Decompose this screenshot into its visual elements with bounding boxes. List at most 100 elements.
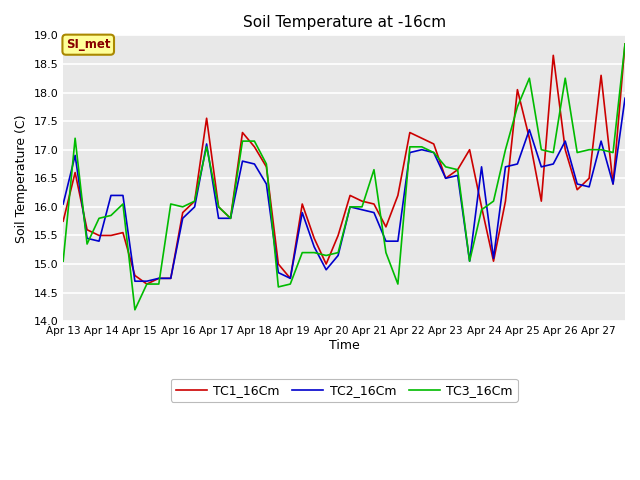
TC1_16Cm <box>262 164 270 170</box>
TC2_16Cm <box>430 150 438 156</box>
TC3_16Cm <box>466 258 474 264</box>
TC2_16Cm <box>490 255 497 261</box>
TC1_16Cm <box>131 273 139 278</box>
TC3_16Cm <box>609 150 617 156</box>
TC2_16Cm <box>382 238 390 244</box>
TC3_16Cm <box>262 161 270 167</box>
TC2_16Cm <box>310 244 318 250</box>
TC1_16Cm <box>382 224 390 230</box>
TC2_16Cm <box>346 204 354 210</box>
TC2_16Cm <box>549 161 557 167</box>
TC3_16Cm <box>382 250 390 255</box>
TC2_16Cm <box>167 276 175 281</box>
TC1_16Cm <box>203 115 211 121</box>
TC1_16Cm <box>454 167 461 173</box>
TC2_16Cm <box>239 158 246 164</box>
TC3_16Cm <box>83 241 91 247</box>
Y-axis label: Soil Temperature (C): Soil Temperature (C) <box>15 114 28 242</box>
TC3_16Cm <box>561 75 569 81</box>
X-axis label: Time: Time <box>329 339 360 352</box>
TC3_16Cm <box>586 147 593 153</box>
TC3_16Cm <box>323 252 330 258</box>
TC3_16Cm <box>358 204 366 210</box>
TC1_16Cm <box>71 169 79 175</box>
TC1_16Cm <box>561 147 569 153</box>
TC2_16Cm <box>466 258 474 264</box>
TC3_16Cm <box>143 281 150 287</box>
TC3_16Cm <box>430 150 438 156</box>
TC1_16Cm <box>609 181 617 187</box>
TC2_16Cm <box>573 181 581 187</box>
TC1_16Cm <box>215 204 223 210</box>
TC3_16Cm <box>239 138 246 144</box>
TC1_16Cm <box>287 276 294 281</box>
TC2_16Cm <box>418 147 426 153</box>
TC3_16Cm <box>442 164 449 170</box>
TC2_16Cm <box>227 216 234 221</box>
TC3_16Cm <box>490 198 497 204</box>
TC1_16Cm <box>60 218 67 224</box>
TC3_16Cm <box>346 204 354 210</box>
TC3_16Cm <box>406 144 413 150</box>
TC1_16Cm <box>119 230 127 236</box>
Line: TC2_16Cm: TC2_16Cm <box>63 98 625 281</box>
TC1_16Cm <box>394 192 402 198</box>
TC2_16Cm <box>525 127 533 132</box>
TC3_16Cm <box>155 281 163 287</box>
TC2_16Cm <box>60 201 67 207</box>
TC3_16Cm <box>513 104 521 110</box>
TC1_16Cm <box>334 233 342 239</box>
TC2_16Cm <box>251 161 259 167</box>
TC2_16Cm <box>477 164 485 170</box>
Title: Soil Temperature at -16cm: Soil Temperature at -16cm <box>243 15 445 30</box>
Line: TC3_16Cm: TC3_16Cm <box>63 44 625 310</box>
TC1_16Cm <box>549 52 557 58</box>
TC3_16Cm <box>477 207 485 213</box>
TC1_16Cm <box>167 276 175 281</box>
TC1_16Cm <box>430 141 438 147</box>
TC3_16Cm <box>275 284 282 290</box>
TC1_16Cm <box>346 192 354 198</box>
TC3_16Cm <box>370 167 378 173</box>
TC3_16Cm <box>525 75 533 81</box>
TC3_16Cm <box>227 216 234 221</box>
TC1_16Cm <box>227 216 234 221</box>
TC1_16Cm <box>310 235 318 241</box>
TC2_16Cm <box>442 175 449 181</box>
TC2_16Cm <box>155 276 163 281</box>
TC2_16Cm <box>143 278 150 284</box>
TC1_16Cm <box>323 261 330 267</box>
TC3_16Cm <box>502 147 509 153</box>
TC1_16Cm <box>143 281 150 287</box>
TC1_16Cm <box>586 175 593 181</box>
TC2_16Cm <box>191 204 198 210</box>
TC3_16Cm <box>298 250 306 255</box>
TC2_16Cm <box>119 192 127 198</box>
TC1_16Cm <box>442 175 449 181</box>
TC2_16Cm <box>538 164 545 170</box>
TC3_16Cm <box>394 281 402 287</box>
TC2_16Cm <box>334 252 342 258</box>
TC1_16Cm <box>513 87 521 93</box>
TC3_16Cm <box>418 144 426 150</box>
TC3_16Cm <box>215 204 223 210</box>
TC3_16Cm <box>573 150 581 156</box>
TC1_16Cm <box>370 201 378 207</box>
TC2_16Cm <box>83 235 91 241</box>
TC2_16Cm <box>586 184 593 190</box>
TC1_16Cm <box>95 233 103 239</box>
TC1_16Cm <box>406 130 413 135</box>
TC1_16Cm <box>191 198 198 204</box>
TC3_16Cm <box>621 41 629 47</box>
TC1_16Cm <box>239 130 246 135</box>
TC2_16Cm <box>561 138 569 144</box>
TC1_16Cm <box>490 258 497 264</box>
TC1_16Cm <box>251 144 259 150</box>
TC1_16Cm <box>621 41 629 47</box>
TC2_16Cm <box>513 161 521 167</box>
TC3_16Cm <box>71 135 79 141</box>
TC2_16Cm <box>131 278 139 284</box>
TC3_16Cm <box>179 204 186 210</box>
TC2_16Cm <box>203 141 211 147</box>
TC1_16Cm <box>502 198 509 204</box>
